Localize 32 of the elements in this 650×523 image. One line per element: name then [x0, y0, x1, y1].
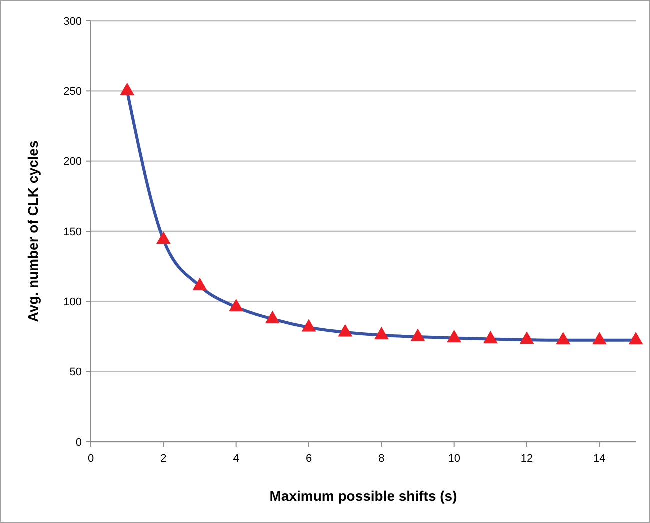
x-axis-title: Maximum possible shifts (s) — [270, 488, 458, 504]
x-tick-label: 4 — [233, 453, 240, 465]
y-tick-label: 200 — [64, 156, 82, 168]
point — [520, 332, 534, 344]
point — [592, 332, 607, 345]
point — [302, 319, 316, 332]
point — [556, 332, 571, 345]
x-tick-label: 8 — [378, 453, 385, 465]
y-tick-label: 100 — [64, 296, 82, 309]
point — [265, 310, 280, 324]
y-tick-label: 50 — [70, 366, 82, 379]
y-axis-title: Avg. number of CLK cycles — [25, 140, 41, 322]
x-tick-label: 14 — [594, 453, 606, 465]
point — [410, 328, 426, 342]
y-tick-label: 300 — [64, 16, 82, 28]
point — [192, 278, 208, 290]
point — [483, 330, 498, 344]
y-tick-label: 250 — [64, 86, 82, 98]
point — [628, 332, 644, 345]
point — [447, 330, 462, 342]
point — [156, 232, 171, 244]
point — [120, 82, 135, 96]
y-tick-label: 150 — [64, 226, 82, 238]
point — [229, 298, 244, 312]
x-tick-label: 2 — [160, 453, 167, 465]
point — [338, 324, 353, 337]
x-tick-label: 6 — [306, 453, 312, 465]
x-tick-label: 12 — [520, 453, 534, 465]
point — [374, 327, 389, 340]
y-tick-label: 0 — [76, 436, 82, 449]
x-tick-label: 10 — [448, 453, 460, 465]
x-tick-label: 0 — [88, 453, 94, 465]
